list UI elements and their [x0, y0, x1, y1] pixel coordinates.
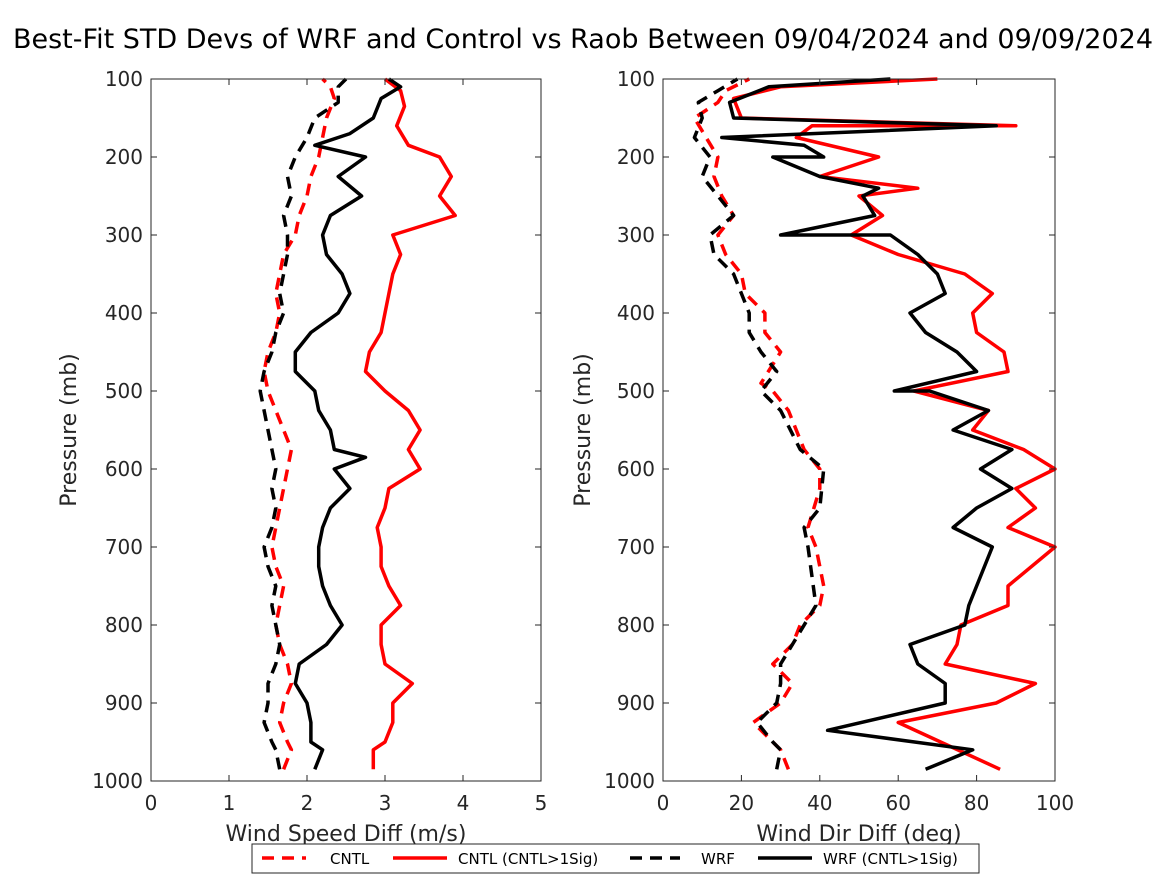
y-tick-label: 200 — [617, 145, 655, 169]
x-tick-label: 0 — [145, 791, 158, 815]
y-tick-label: 900 — [105, 691, 143, 715]
legend-box — [251, 843, 980, 874]
series-line-cntl-cntl-1sig — [731, 77, 1057, 771]
y-tick-label: 400 — [105, 301, 143, 325]
series-line-cntl — [692, 77, 826, 770]
x-tick-label: 3 — [379, 791, 392, 815]
x-tick-label: 20 — [729, 791, 754, 815]
x-axis-label: Wind Dir Diff (deg) — [756, 822, 961, 847]
x-axis-label: Wind Speed Diff (m/s) — [226, 822, 467, 847]
chart-title: Best-Fit STD Devs of WRF and Control vs … — [13, 24, 1153, 55]
y-tick-label: 500 — [105, 379, 143, 403]
series-line-wrf — [692, 77, 826, 770]
x-tick-label: 80 — [964, 791, 989, 815]
y-tick-label: 300 — [617, 223, 655, 247]
axes-box — [662, 78, 1056, 782]
x-tick-label: 5 — [535, 791, 548, 815]
legend-label-cntl: CNTL — [330, 850, 370, 868]
series-line-wrf-cntl-1sig — [720, 77, 1014, 771]
series-line-cntl — [262, 77, 337, 770]
y-tick-label: 900 — [617, 691, 655, 715]
legend: CNTL CNTL (CNTL>1Sig) WRF WRF (CNTL>1Sig… — [251, 843, 980, 874]
series-line-wrf-cntl-1sig — [293, 77, 403, 770]
axes-box — [150, 78, 542, 782]
x-tick-label: 4 — [457, 791, 470, 815]
y-tick-label: 200 — [105, 145, 143, 169]
x-tick-label: 40 — [807, 791, 832, 815]
y-tick-label: 1000 — [604, 769, 655, 793]
legend-label-wrf-sig: WRF (CNTL>1Sig) — [823, 850, 958, 868]
y-axis-label: Pressure (mb) — [57, 353, 82, 507]
y-tick-label: 600 — [105, 457, 143, 481]
x-tick-label: 0 — [657, 791, 670, 815]
x-tick-label: 2 — [301, 791, 314, 815]
x-tick-label: 60 — [885, 791, 910, 815]
y-tick-label: 1000 — [92, 769, 143, 793]
y-tick-label: 800 — [617, 613, 655, 637]
y-tick-label: 800 — [105, 613, 143, 637]
series-line-cntl-cntl-1sig — [363, 77, 457, 770]
x-tick-label: 100 — [1036, 791, 1074, 815]
plot-left: 0 1 2 3 4 5 100 200 300 400 500 600 700 800 900 1000 Win… — [57, 67, 547, 847]
y-tick-label: 300 — [105, 223, 143, 247]
legend-label-cntl-sig: CNTL (CNTL>1Sig) — [458, 850, 598, 868]
y-tick-label: 600 — [617, 457, 655, 481]
y-tick-label: 500 — [617, 379, 655, 403]
y-axis-label: Pressure (mb) — [571, 353, 596, 507]
y-tick-label: 700 — [617, 535, 655, 559]
x-tick-label: 1 — [223, 791, 236, 815]
y-tick-label: 700 — [105, 535, 143, 559]
y-tick-label: 100 — [617, 67, 655, 91]
series-line-wrf — [258, 77, 348, 770]
y-tick-label: 400 — [617, 301, 655, 325]
plot-right: 0 20 40 60 80 100 100 200 300 400 500 600 700 800 900 1… — [571, 67, 1074, 847]
y-tick-label: 100 — [105, 67, 143, 91]
legend-label-wrf: WRF — [701, 850, 735, 868]
